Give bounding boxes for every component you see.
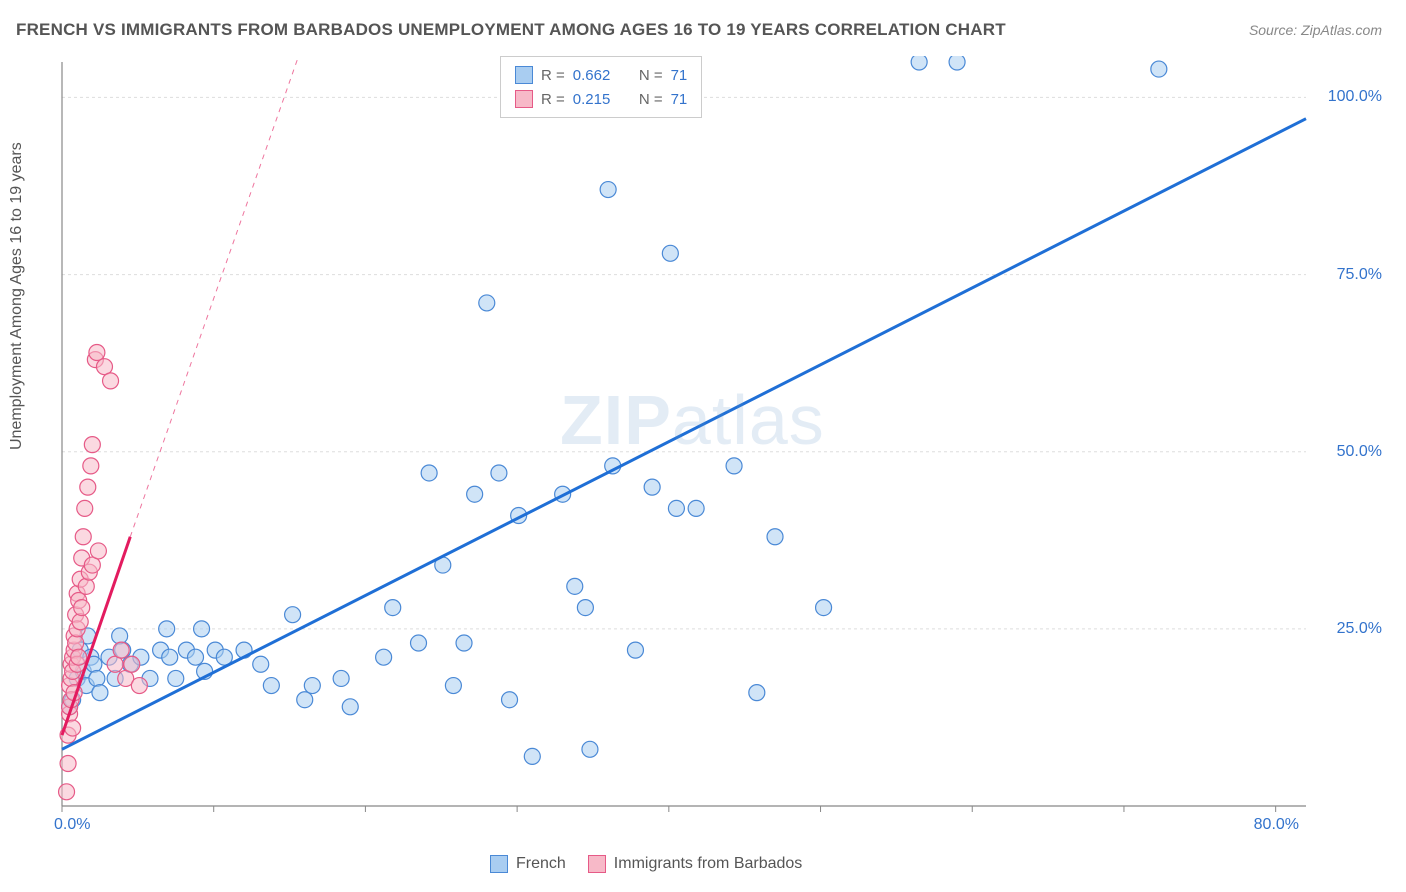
y-tick-label: 50.0%	[1337, 443, 1382, 461]
series-legend: French Immigrants from Barbados	[490, 855, 802, 873]
x-tick-label: 80.0%	[1254, 816, 1299, 834]
y-tick-label: 75.0%	[1337, 266, 1382, 284]
y-axis-label: Unemployment Among Ages 16 to 19 years	[8, 142, 26, 450]
x-tick-label: 0.0%	[54, 816, 90, 834]
legend-swatch	[490, 855, 508, 873]
legend-n-value: 71	[671, 91, 688, 108]
legend-r-value: 0.662	[573, 67, 611, 84]
legend-r-value: 0.215	[573, 91, 611, 108]
legend-n-value: 71	[671, 67, 688, 84]
legend-label: French	[516, 855, 566, 873]
legend-row: R = 0.215 N = 71	[515, 87, 687, 111]
scatter-chart	[56, 56, 1386, 836]
plot-area	[56, 56, 1386, 836]
legend-r-label: R =	[541, 91, 565, 108]
legend-n-label: N =	[639, 67, 663, 84]
legend-item: French	[490, 855, 566, 873]
legend-swatch	[515, 66, 533, 84]
chart-title: FRENCH VS IMMIGRANTS FROM BARBADOS UNEMP…	[16, 20, 1006, 40]
correlation-legend: R = 0.662 N = 71 R = 0.215 N = 71	[500, 56, 702, 118]
source-attribution: Source: ZipAtlas.com	[1249, 22, 1382, 38]
legend-row: R = 0.662 N = 71	[515, 63, 687, 87]
legend-n-label: N =	[639, 91, 663, 108]
legend-swatch	[515, 90, 533, 108]
y-tick-label: 25.0%	[1337, 620, 1382, 638]
legend-item: Immigrants from Barbados	[588, 855, 803, 873]
y-tick-label: 100.0%	[1328, 88, 1382, 106]
legend-label: Immigrants from Barbados	[614, 855, 803, 873]
legend-r-label: R =	[541, 67, 565, 84]
legend-swatch	[588, 855, 606, 873]
chart-container: FRENCH VS IMMIGRANTS FROM BARBADOS UNEMP…	[0, 0, 1406, 892]
